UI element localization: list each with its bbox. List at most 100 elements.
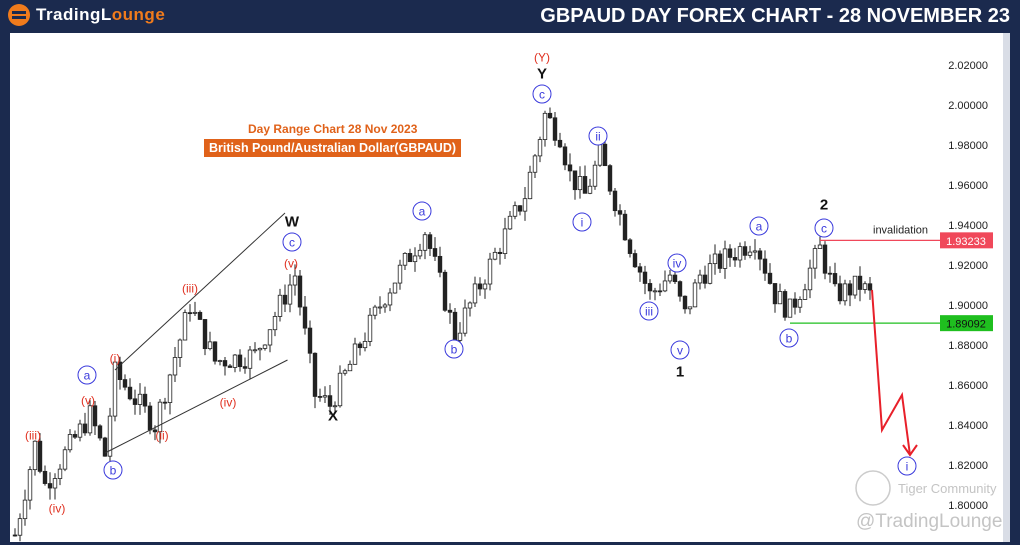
wave-label: a (419, 205, 426, 219)
candle-body (497, 251, 503, 255)
wave-label: c (539, 88, 545, 102)
candle-body (817, 244, 823, 249)
wave-circle (444, 339, 464, 359)
candle-body (597, 143, 603, 166)
candle-body (847, 283, 853, 296)
candle-body (772, 283, 778, 305)
wave-circle (77, 365, 97, 385)
wave-circle (667, 253, 687, 273)
candle-body (832, 273, 838, 285)
candle-body (657, 290, 663, 293)
candle-body (612, 190, 618, 212)
candle-body (557, 139, 563, 148)
candle-body (52, 478, 58, 489)
candle-body (822, 244, 828, 274)
candle-body (347, 363, 353, 372)
candle-body (137, 393, 143, 405)
candle-body (207, 341, 213, 350)
candle-body (862, 283, 868, 290)
candle-body (602, 143, 608, 167)
candle-body (442, 271, 448, 311)
candle-body (72, 434, 78, 438)
candle-body (522, 198, 528, 212)
candle-body (197, 311, 203, 320)
candle-body (707, 263, 713, 284)
candle-body (542, 112, 548, 140)
wave-label: b (786, 332, 793, 346)
tiger-community-logo-icon (855, 470, 891, 506)
candle-body (737, 246, 743, 261)
candle-body (527, 171, 533, 200)
candle-body (712, 253, 718, 265)
candle-body (162, 401, 168, 404)
candle-body (757, 250, 763, 260)
candle-body (242, 366, 248, 369)
candle-body (362, 341, 368, 349)
candle-body (752, 250, 758, 253)
candle-body (627, 239, 633, 254)
candle-body (32, 440, 38, 471)
chart-scrollbar[interactable] (1003, 33, 1010, 542)
wave-label: (iv) (49, 502, 66, 516)
candle-body (122, 379, 128, 388)
candle-body (157, 401, 163, 433)
candle-body (682, 295, 688, 310)
wave-label: (iii) (182, 282, 198, 296)
candle-body (17, 518, 23, 536)
wave-label: v (677, 344, 683, 358)
wave-label: W (285, 214, 300, 231)
candle-body (292, 275, 298, 286)
wave-circle (749, 216, 769, 236)
candle-body (382, 304, 388, 308)
candle-body (302, 306, 308, 329)
y-tick-label: 1.86000 (948, 380, 988, 392)
page-title: GBPAUD DAY FOREX CHART - 28 NOVEMBER 23 (540, 5, 1010, 27)
wave-circle (103, 460, 123, 480)
candle-body (67, 434, 73, 451)
candle-body (837, 283, 843, 302)
candle-body (532, 155, 538, 173)
wave-circle (588, 126, 608, 146)
invalidation-label: invalidation (873, 224, 928, 236)
wave-label: c (821, 222, 827, 236)
candle-body (147, 405, 153, 431)
candle-body (477, 283, 483, 290)
wave-circle (282, 232, 302, 252)
y-tick-label: 2.00000 (948, 100, 988, 112)
candle-body (177, 339, 183, 358)
wedge-trendline (114, 212, 286, 371)
candle-body (642, 271, 648, 284)
logo-icon (8, 4, 30, 26)
wave-circle (779, 328, 799, 348)
candle-body (467, 302, 473, 309)
candle-body (797, 299, 803, 308)
candle-body (587, 185, 593, 194)
candle-body (227, 365, 233, 368)
candle-body (87, 405, 93, 434)
candle-body (437, 255, 443, 273)
wave-circle (639, 301, 659, 321)
candle-body (787, 298, 793, 318)
candle-body (507, 215, 513, 230)
candle-body (552, 117, 558, 141)
candle-body (652, 290, 658, 293)
wave-circle (814, 218, 834, 238)
candle-body (102, 437, 108, 457)
candle-body (392, 282, 398, 294)
wave-circle (670, 340, 690, 360)
candle-body (257, 347, 263, 351)
candle-body (482, 283, 488, 290)
candle-body (457, 332, 463, 341)
logo-text: TradingL (36, 5, 112, 24)
candle-body (47, 483, 53, 489)
candle-body (232, 354, 238, 368)
candle-body (402, 252, 408, 266)
candle-body (472, 283, 478, 304)
forecast-arrowhead-icon (902, 444, 918, 457)
wave-label: (Y) (534, 51, 550, 65)
candle-body (202, 319, 208, 350)
candle-body (432, 248, 438, 257)
wave-circle (572, 212, 592, 232)
candle-body (167, 374, 173, 403)
